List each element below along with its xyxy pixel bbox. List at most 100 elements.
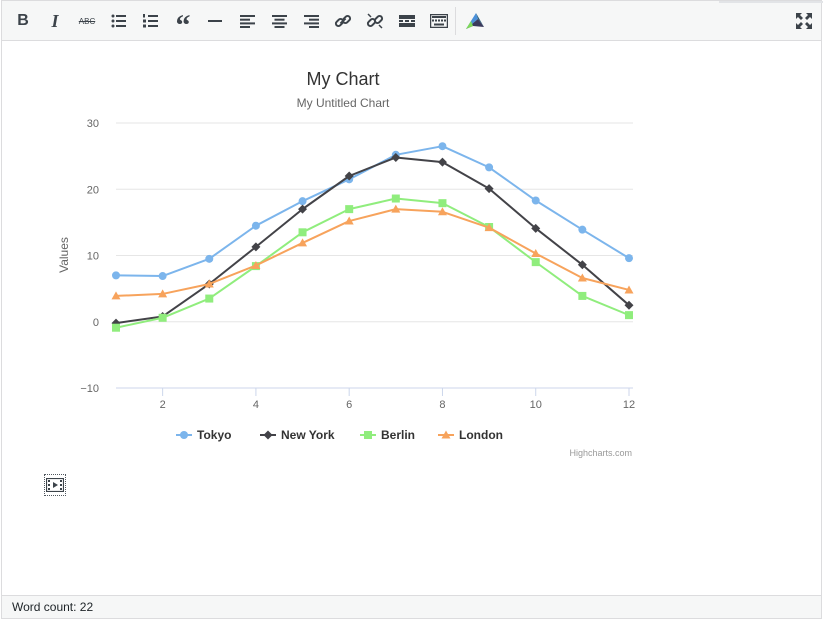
data-point <box>531 196 540 205</box>
data-point <box>624 300 634 310</box>
legend-marker <box>180 431 188 439</box>
data-point <box>204 279 214 288</box>
read-more-button[interactable] <box>393 7 421 35</box>
data-point <box>578 291 587 300</box>
x-tick-label: 2 <box>160 399 166 411</box>
align-center-icon <box>271 14 287 28</box>
data-point <box>298 197 307 206</box>
series-layer <box>111 142 634 332</box>
strikethrough-button[interactable]: ABC <box>73 7 101 35</box>
data-point <box>391 152 401 162</box>
align-center-button[interactable] <box>265 7 293 35</box>
word-count: Word count: 22 <box>12 600 94 614</box>
read-more-icon <box>399 15 415 27</box>
remove-link-button[interactable] <box>361 7 389 35</box>
keyboard-icon <box>430 14 448 28</box>
x-axis-labels: 2 4 6 8 10 12 <box>160 388 635 411</box>
data-point <box>251 242 261 252</box>
grid-layer <box>116 122 633 389</box>
data-point <box>624 285 634 294</box>
y-axis-title: Values <box>57 237 71 273</box>
data-point <box>298 238 308 247</box>
y-axis-labels: 30 20 10 0 −10 <box>80 118 99 395</box>
chart-plugin-icon <box>466 13 484 29</box>
y-tick-label: 30 <box>87 118 99 130</box>
chart-title: My Chart <box>306 69 379 89</box>
data-point <box>484 184 494 194</box>
chart-credits[interactable]: Highcharts.com <box>569 448 632 458</box>
data-point <box>298 228 307 237</box>
data-point <box>158 313 167 322</box>
chart-subtitle: My Untitled Chart <box>297 96 390 110</box>
unlink-icon <box>366 13 384 29</box>
data-point <box>391 204 401 213</box>
series-line <box>115 197 630 329</box>
legend-marker <box>263 430 273 440</box>
x-tick-label: 8 <box>439 399 445 411</box>
x-tick-label: 6 <box>346 399 352 411</box>
data-point <box>251 260 261 269</box>
media-embed-icon[interactable] <box>44 474 66 496</box>
data-point <box>578 225 587 234</box>
data-point <box>485 163 494 172</box>
data-point <box>345 205 354 214</box>
numbered-list-button[interactable] <box>137 7 165 35</box>
data-point <box>625 254 633 263</box>
status-bar: Word count: 22 <box>2 595 821 618</box>
italic-icon: I <box>51 10 59 31</box>
x-tick-label: 10 <box>530 399 542 411</box>
data-point <box>484 223 494 232</box>
data-point <box>437 157 447 167</box>
data-point <box>251 221 260 230</box>
align-right-icon <box>303 14 319 28</box>
data-point <box>112 271 120 280</box>
series-line <box>115 156 630 325</box>
align-left-icon <box>239 14 255 28</box>
data-point <box>344 216 354 225</box>
bulleted-list-icon <box>111 14 126 28</box>
line-chart: My Chart My Untitled Chart Values 30 20 10… <box>57 69 635 458</box>
toolbar-tab-line <box>719 1 823 3</box>
editor-content[interactable]: My Chart My Untitled Chart Values 30 20 10… <box>2 41 821 597</box>
data-point <box>344 171 354 181</box>
series-london <box>111 204 634 300</box>
horizontal-line-button[interactable] <box>201 7 229 35</box>
video-icon <box>46 478 64 492</box>
toolbar-toggle-button[interactable] <box>425 7 453 35</box>
data-point <box>205 254 214 263</box>
legend-label: Tokyo <box>197 428 231 442</box>
data-point <box>111 291 121 300</box>
data-point <box>625 311 633 320</box>
legend-item[interactable]: New York <box>260 428 335 442</box>
legend-item[interactable]: Tokyo <box>176 428 231 442</box>
data-point <box>437 207 447 216</box>
data-point <box>205 294 214 303</box>
legend-item[interactable]: Berlin <box>360 428 415 442</box>
toolbar-separator <box>455 7 456 35</box>
fullscreen-icon <box>796 13 812 29</box>
legend-item[interactable]: London <box>438 428 503 442</box>
chart-plugin-button[interactable] <box>461 7 489 35</box>
legend-marker <box>364 431 372 439</box>
y-tick-label: 10 <box>87 251 99 263</box>
italic-button[interactable]: I <box>41 7 69 35</box>
bulleted-list-button[interactable] <box>105 7 133 35</box>
align-right-button[interactable] <box>297 7 325 35</box>
align-left-button[interactable] <box>233 7 261 35</box>
blockquote-button[interactable]: “ <box>169 7 197 41</box>
data-point <box>298 204 308 214</box>
data-point <box>438 142 447 151</box>
data-point <box>577 260 587 270</box>
data-point <box>391 194 400 203</box>
numbered-list-icon <box>143 14 158 28</box>
editor-toolbar: B I ABC “ <box>2 1 823 41</box>
bold-button[interactable]: B <box>9 7 37 35</box>
insert-link-button[interactable] <box>329 7 357 35</box>
series-line <box>115 208 630 297</box>
blockquote-icon: “ <box>175 9 191 42</box>
x-tick-label: 4 <box>253 399 259 411</box>
fullscreen-button[interactable] <box>790 7 818 35</box>
link-icon <box>334 14 352 28</box>
y-tick-label: 20 <box>87 184 99 196</box>
series-tokyo <box>112 142 633 281</box>
